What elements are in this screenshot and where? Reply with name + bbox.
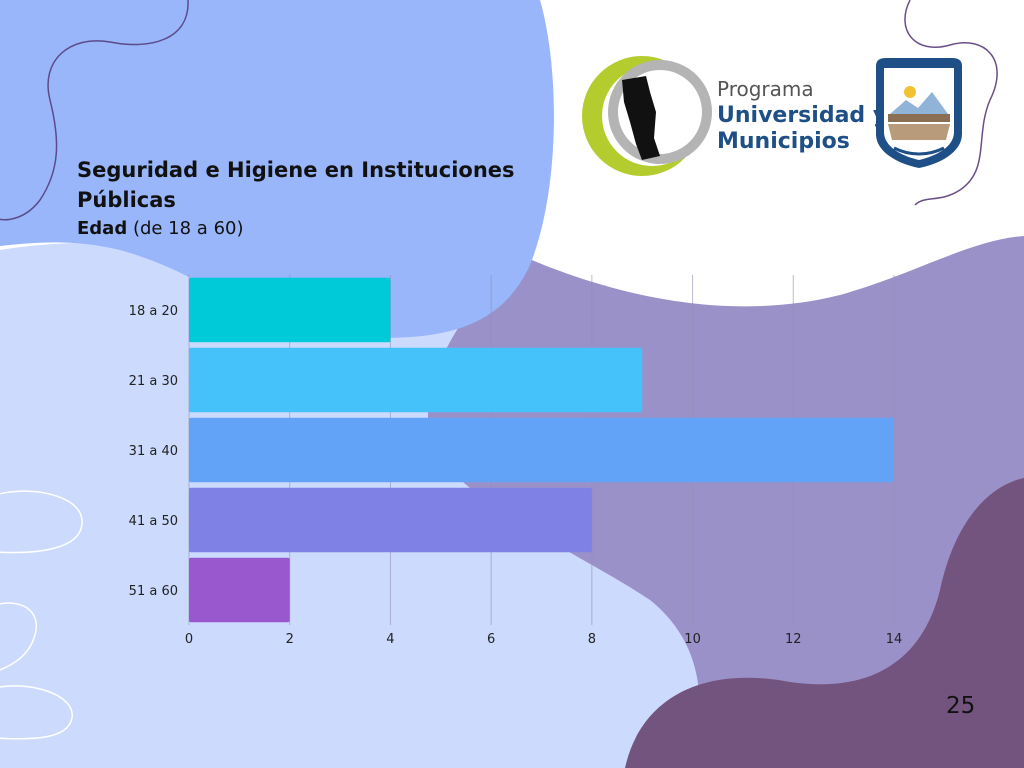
bar-31-a-40 — [189, 417, 894, 483]
logo-line-3: Municipios — [717, 129, 850, 154]
category-label: 31 a 40 — [129, 444, 178, 459]
subtitle-rest: (de 18 a 60) — [127, 218, 244, 239]
squiggle-line-top-right — [904, 0, 998, 206]
squiggle-line-left-white-3 — [0, 685, 73, 740]
squiggle-line-top-left — [0, 0, 189, 221]
page-number: 25 — [946, 693, 976, 719]
chart-subtitle: Edad (de 18 a 60) — [77, 218, 244, 239]
category-label: 21 a 30 — [129, 374, 178, 389]
bars — [189, 277, 894, 623]
x-tick-label: 14 — [886, 632, 903, 647]
bar-51-a-60 — [189, 557, 290, 623]
slide-title: Seguridad e Higiene en Instituciones Púb… — [77, 158, 515, 212]
x-tick-label: 8 — [588, 632, 596, 647]
category-labels: 18 a 20 21 a 30 31 a 40 41 a 50 51 a 60 — [129, 304, 178, 599]
x-tick-label: 0 — [185, 632, 193, 647]
x-tick-label: 12 — [785, 632, 802, 647]
category-label: 41 a 50 — [129, 514, 178, 529]
squiggle-line-left-white-2 — [0, 602, 38, 671]
dark-purple-blob — [625, 478, 1024, 768]
subtitle-bold: Edad — [77, 218, 128, 239]
bar-41-a-50 — [189, 487, 592, 553]
x-tick-label: 6 — [487, 632, 495, 647]
x-tick-label: 4 — [386, 632, 394, 647]
university-municipios-logo: Programa Universidad y Municipios — [582, 56, 962, 176]
category-label: 18 a 20 — [129, 304, 178, 319]
squiggle-line-left-white — [0, 490, 83, 554]
logo-line-2: Universidad y — [717, 103, 887, 128]
x-tick-labels: 0 2 4 6 8 10 12 14 — [185, 632, 902, 647]
x-tick-label: 2 — [286, 632, 294, 647]
category-label: 51 a 60 — [129, 584, 178, 599]
province-map-icon — [622, 76, 660, 160]
bar-21-a-30 — [189, 347, 643, 413]
bar-18-a-20 — [189, 277, 391, 343]
logo-line-1: Programa — [717, 77, 814, 101]
x-tick-label: 10 — [684, 632, 701, 647]
blue-blob — [0, 0, 554, 338]
